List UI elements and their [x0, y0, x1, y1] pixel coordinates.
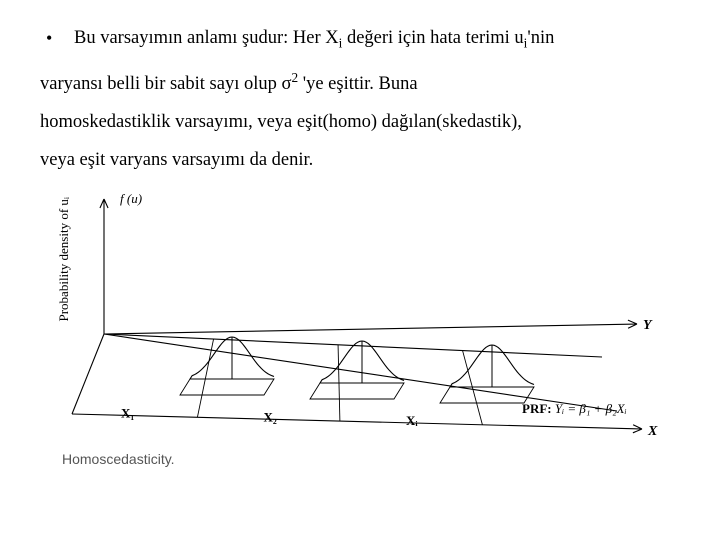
prf-label: PRF: Yᵢ = β₁ + β₂Xᵢ — [522, 401, 627, 416]
l2b: 'ye eşittir. Buna — [298, 74, 417, 94]
l4: veya eşit varyans varsayımı da denir. — [40, 150, 313, 170]
f-of-u-label: f (u) — [120, 191, 142, 206]
tick-label: X₂ — [264, 409, 277, 424]
tick-label: X₁ — [121, 405, 134, 420]
l2a: varyansı belli bir sabit sayı olup σ — [40, 74, 291, 94]
figure-caption: Homoscedasticity. — [62, 451, 175, 467]
tick-label: Xᵢ — [406, 413, 418, 428]
l1c: 'nin — [527, 28, 554, 48]
l1b: değeri için hata terimi u — [342, 28, 523, 48]
homoscedasticity-figure: f (u) Probability density of uᵢ Y X PRF: Yᵢ … — [42, 184, 662, 474]
y-axis-label: Probability density of uᵢ — [56, 196, 71, 321]
y-arrow-label: Y — [643, 318, 653, 333]
bullet-glyph: • — [40, 24, 74, 52]
line-1: Bu varsayımın anlamı şudur: Her Xi değer… — [74, 24, 554, 58]
l1a: Bu varsayımın anlamı şudur: Her X — [74, 28, 339, 48]
figure-container: f (u) Probability density of uᵢ Y X PRF: Yᵢ … — [40, 184, 680, 474]
paragraph-rest: varyansı belli bir sabit sayı olup σ2 'y… — [40, 64, 680, 180]
x-arrow-label: X — [647, 424, 658, 439]
l3: homoskedastiklik varsayımı, veya eşit(ho… — [40, 112, 522, 132]
